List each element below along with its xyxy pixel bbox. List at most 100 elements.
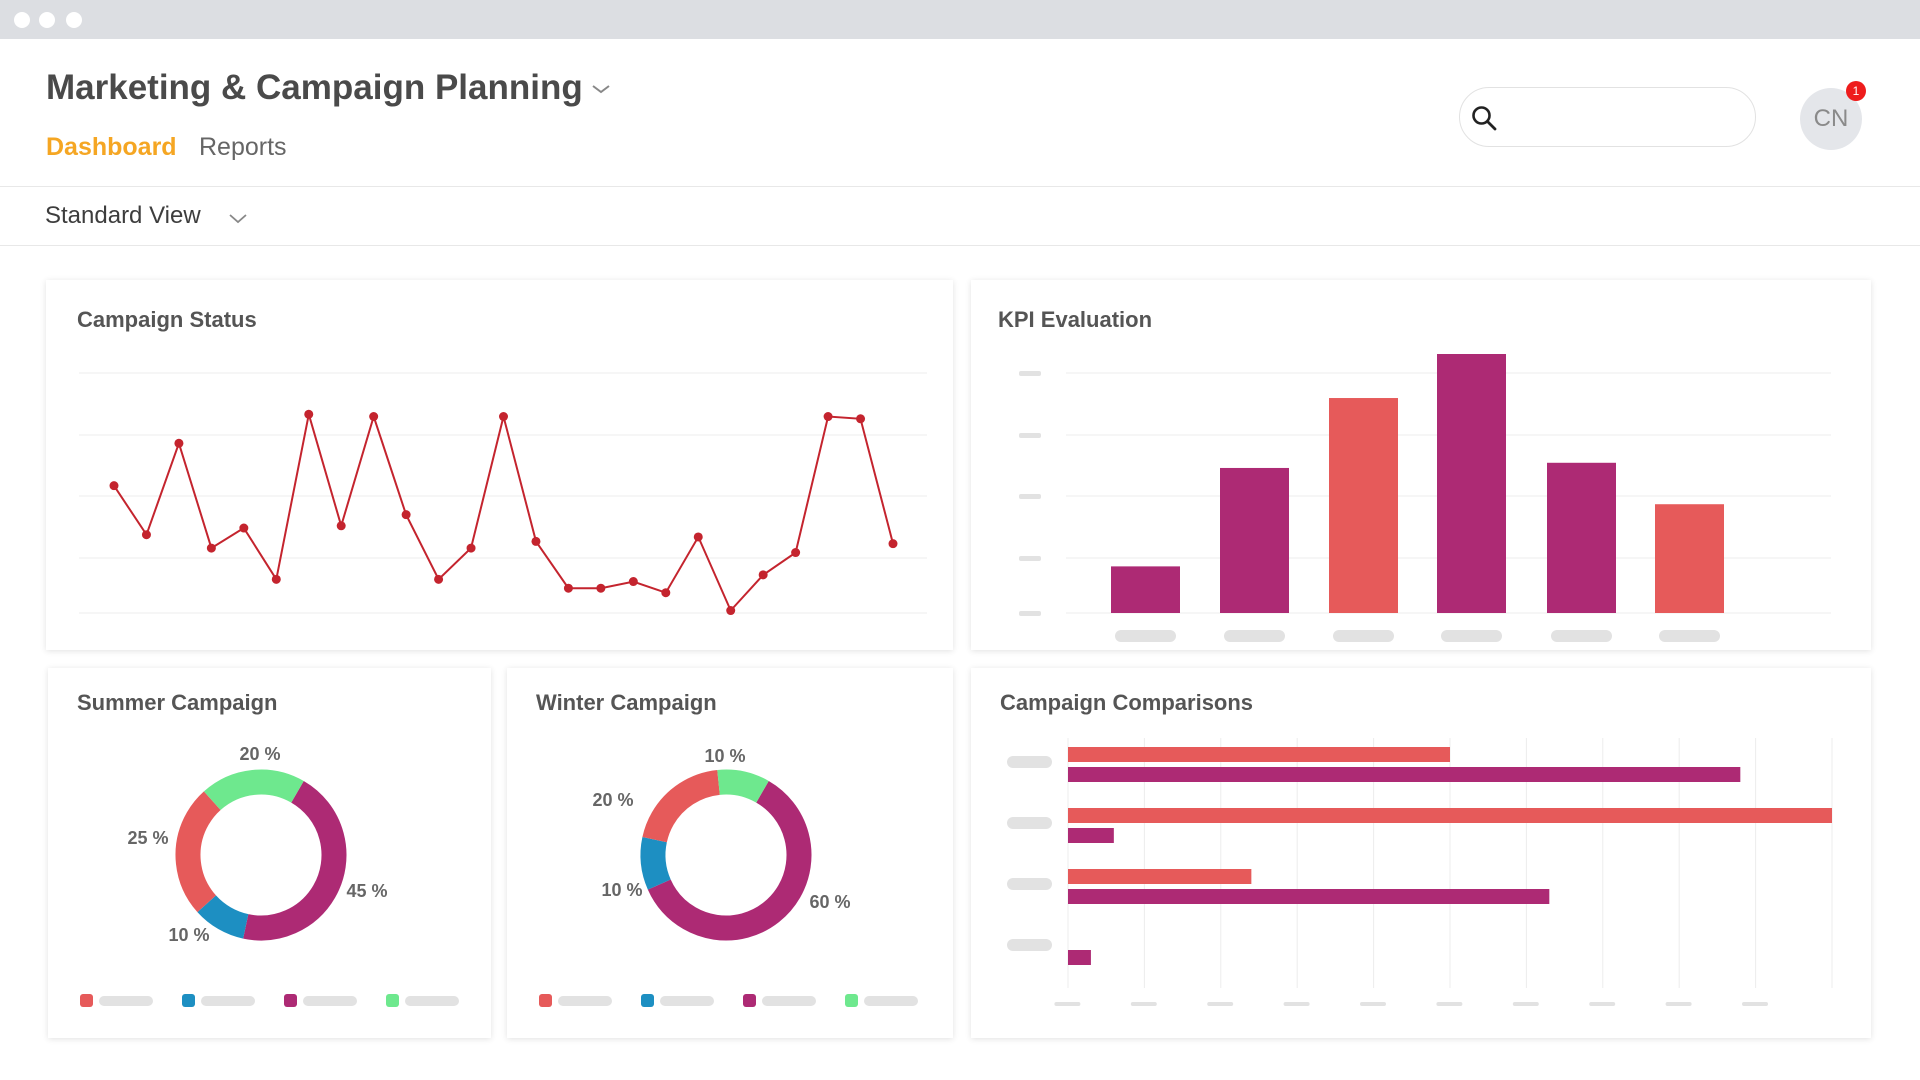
legend-label-placeholder	[405, 996, 459, 1006]
legend-label-placeholder	[201, 996, 255, 1006]
bar	[1111, 566, 1180, 613]
data-point	[434, 574, 444, 584]
donut-slice	[175, 769, 347, 941]
x-tick-label-placeholder	[1130, 1002, 1157, 1006]
chevron-down-icon[interactable]	[590, 82, 612, 96]
view-select[interactable]: Standard View	[45, 202, 201, 229]
data-point	[401, 510, 411, 520]
data-point	[693, 532, 703, 542]
data-point	[174, 438, 184, 448]
donut-slice	[175, 769, 347, 941]
x-tick-label-placeholder	[1665, 1002, 1692, 1006]
donut-slice	[640, 769, 812, 941]
data-point	[628, 577, 638, 587]
y-tick-label-placeholder	[1019, 611, 1041, 616]
legend-label-placeholder	[303, 996, 357, 1006]
x-tick-label-placeholder	[1512, 1002, 1539, 1006]
window-minimize-dot[interactable]	[39, 12, 55, 28]
data-point	[336, 521, 346, 531]
card-campaign-comparisons: Campaign Comparisons	[971, 668, 1871, 1038]
x-tick-label-placeholder	[1436, 1002, 1463, 1006]
legend-label-placeholder	[864, 996, 918, 1006]
legend-swatch	[80, 994, 93, 1007]
data-point	[141, 530, 151, 540]
campaign-status-chart	[79, 372, 927, 616]
window-close-dot[interactable]	[14, 12, 30, 28]
data-point	[369, 412, 379, 422]
card-title: Summer Campaign	[77, 690, 278, 715]
window-maximize-dot[interactable]	[66, 12, 82, 28]
legend-label-placeholder	[762, 996, 816, 1006]
tab-dashboard[interactable]: Dashboard	[46, 133, 177, 161]
search-input[interactable]	[1508, 97, 1742, 139]
card-title: Winter Campaign	[536, 690, 717, 715]
slice-label: 10 %	[704, 746, 745, 766]
bar	[1068, 767, 1741, 782]
x-tick-label-placeholder	[1283, 1002, 1310, 1006]
legend-swatch	[845, 994, 858, 1007]
data-point	[563, 583, 573, 593]
campaign-comparisons-chart	[1007, 738, 1833, 1006]
data-point	[758, 570, 768, 580]
y-tick-label-placeholder	[1007, 939, 1052, 951]
data-point	[109, 481, 119, 491]
tab-reports[interactable]: Reports	[199, 133, 287, 161]
y-tick-label-placeholder	[1019, 494, 1041, 499]
legend-swatch	[743, 994, 756, 1007]
data-point	[531, 536, 541, 546]
bar	[1068, 889, 1550, 904]
summer-campaign-donut: 45 % 10 % 25 % 20 %	[80, 744, 459, 1007]
y-tick-label-placeholder	[1019, 433, 1041, 438]
data-point	[726, 606, 736, 616]
x-tick-label-placeholder	[1054, 1002, 1081, 1006]
card-title: Campaign Status	[77, 307, 257, 332]
legend-label-placeholder	[99, 996, 153, 1006]
y-tick-label-placeholder	[1019, 371, 1041, 376]
bar	[1547, 462, 1616, 613]
slice-label: 20 %	[239, 744, 280, 764]
bar	[1068, 950, 1091, 965]
data-point	[499, 412, 508, 422]
card-winter-campaign: Winter Campaign 60 % 10 % 20 % 10 %	[507, 668, 953, 1038]
bar	[1068, 828, 1114, 843]
chevron-down-icon[interactable]	[228, 213, 248, 225]
search-icon[interactable]	[1470, 104, 1498, 132]
data-point	[271, 574, 281, 584]
card-title: Campaign Comparisons	[1000, 690, 1254, 715]
bar	[1655, 504, 1724, 613]
donut-slice	[175, 769, 347, 941]
bar	[1220, 467, 1289, 613]
kpi-evaluation-chart	[1019, 354, 1831, 642]
bar	[1437, 354, 1506, 613]
y-tick-label-placeholder	[1007, 756, 1052, 768]
bar	[1068, 869, 1252, 884]
app-title[interactable]: Marketing & Campaign Planning	[46, 68, 583, 107]
legend-label-placeholder	[558, 996, 612, 1006]
y-tick-label-placeholder	[1019, 556, 1041, 561]
x-tick-label-placeholder	[1115, 630, 1176, 642]
series-line	[113, 413, 894, 613]
data-point	[206, 543, 216, 553]
legend-swatch	[539, 994, 552, 1007]
x-tick-label-placeholder	[1742, 1002, 1768, 1006]
data-point	[791, 548, 801, 558]
card-campaign-status: Campaign Status	[46, 280, 953, 650]
x-tick-label-placeholder	[1659, 630, 1720, 642]
toolbar-divider	[0, 245, 1920, 246]
slice-label: 20 %	[592, 790, 633, 810]
donut-slice	[640, 769, 812, 941]
data-point	[239, 523, 249, 533]
legend-swatch	[182, 994, 195, 1007]
data-point	[888, 539, 898, 549]
bar	[1329, 398, 1398, 613]
data-point	[466, 543, 476, 553]
legend-swatch	[386, 994, 399, 1007]
card-kpi-evaluation: KPI Evaluation	[971, 280, 1871, 650]
card-summer-campaign: Summer Campaign 45 % 10 % 25 % 20 %	[48, 668, 491, 1038]
data-point	[304, 409, 314, 419]
slice-label: 10 %	[601, 880, 642, 900]
bar	[1068, 808, 1832, 823]
notification-badge: 1	[1846, 81, 1866, 101]
y-tick-label-placeholder	[1007, 878, 1052, 890]
x-tick-label-placeholder	[1333, 630, 1394, 642]
